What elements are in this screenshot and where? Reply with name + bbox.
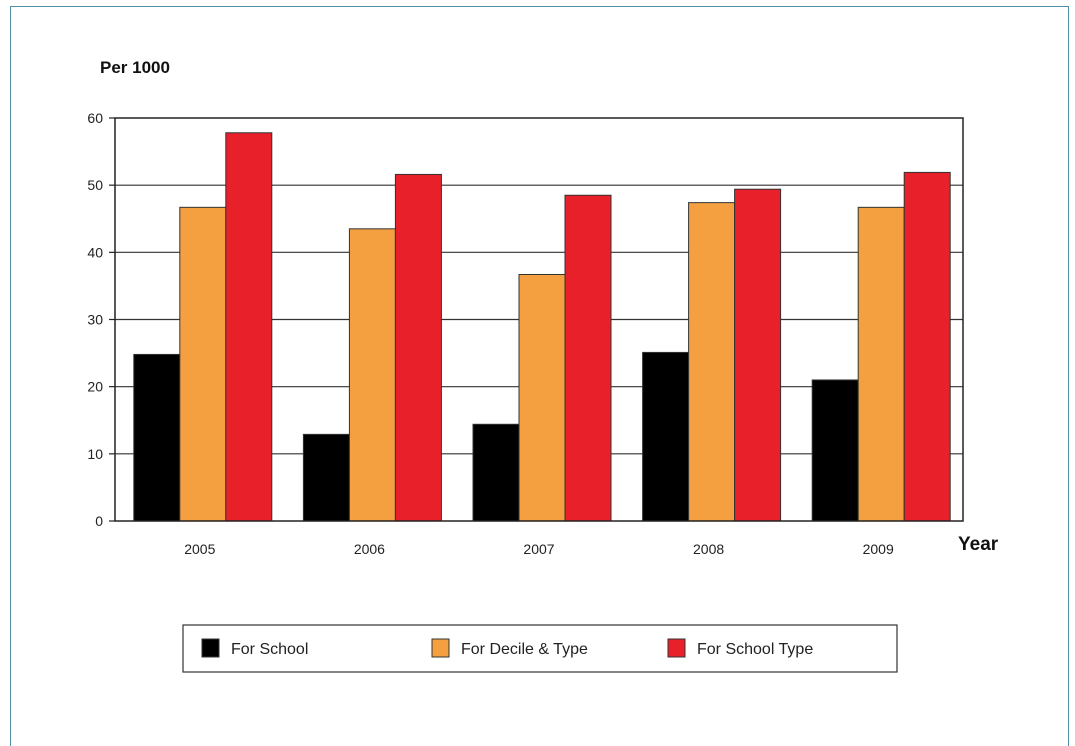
legend-swatch	[667, 638, 686, 658]
x-axis-label: Year	[958, 534, 999, 555]
bar-for-decile-type-2005	[179, 206, 227, 522]
y-axis-label: Per 1000	[100, 58, 170, 77]
legend-label: For Decile & Type	[461, 641, 588, 658]
y-tick-label: 60	[87, 110, 103, 126]
x-tick-label: 2009	[863, 541, 894, 557]
x-ticks: 2005 2006 2007 2008 2009	[184, 541, 894, 557]
bar-for-decile-type-2009	[857, 206, 905, 522]
y-tick-label: 40	[87, 244, 103, 260]
bar-for-school-2005	[133, 353, 181, 522]
bar-for-decile-type-2006	[348, 228, 396, 522]
bar-for-decile-type-2008	[688, 202, 736, 522]
y-tick-label: 0	[95, 513, 103, 529]
y-tick-label: 10	[87, 446, 103, 462]
legend-box	[182, 624, 898, 673]
bar-for-school-2006	[302, 433, 350, 522]
bars	[133, 132, 951, 522]
y-tick-label: 20	[87, 379, 103, 395]
bar-for-school-2008	[642, 351, 690, 522]
bar-for-school-2007	[472, 423, 520, 522]
bar-for-decile-type-2007	[518, 273, 566, 522]
x-tick-label: 2007	[523, 541, 554, 557]
bar-for-school-type-2007	[564, 194, 612, 522]
y-ticks: 0 10 20 30 40 50 60	[87, 110, 115, 529]
y-tick-label: 50	[87, 177, 103, 193]
legend-label: For School Type	[697, 641, 813, 658]
legend-swatch	[201, 638, 220, 658]
bar-for-school-type-2009	[903, 171, 951, 522]
legend-swatch	[431, 638, 450, 658]
x-tick-label: 2008	[693, 541, 724, 557]
bar-for-school-type-2008	[734, 188, 782, 522]
legend-label: For School	[231, 641, 308, 658]
x-tick-label: 2005	[184, 541, 215, 557]
x-tick-label: 2006	[354, 541, 385, 557]
chart-frame	[10, 6, 1069, 746]
legend: For School For Decile & Type For School Ty…	[182, 624, 898, 673]
bar-for-school-type-2005	[225, 132, 273, 522]
y-tick-label: 30	[87, 312, 103, 328]
bar-for-school-2009	[811, 379, 859, 522]
bar-for-school-type-2006	[394, 173, 442, 522]
